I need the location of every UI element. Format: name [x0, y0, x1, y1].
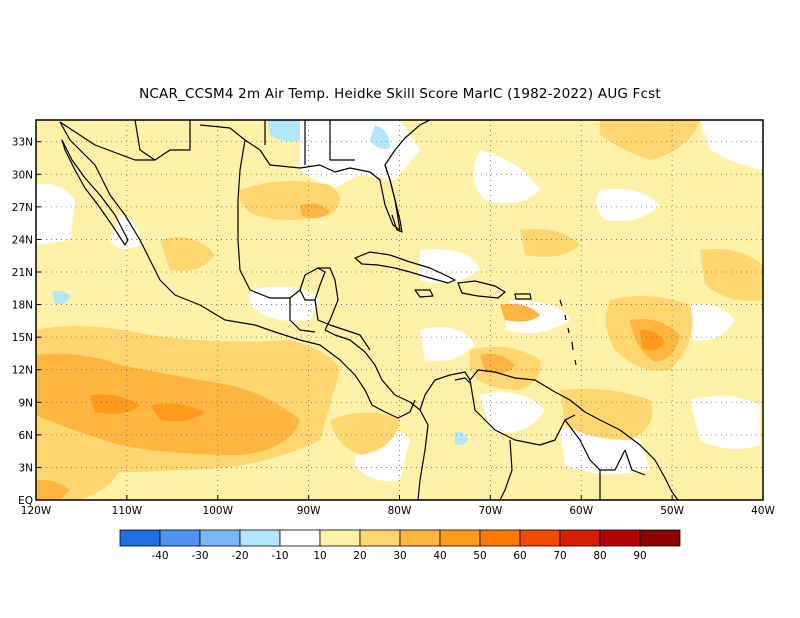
colorbar-swatch [159, 529, 201, 547]
lat-label: 21N [12, 267, 33, 279]
lon-label: 60W [569, 505, 593, 517]
lon-label: 80W [388, 505, 412, 517]
colorbar-swatch [479, 529, 521, 547]
lat-label: 9N [18, 397, 33, 409]
lat-label: 33N [12, 137, 33, 149]
lon-label: 50W [660, 505, 684, 517]
colorbar-label: -40 [151, 550, 168, 562]
longitude-labels: 120W 110W 100W 90W 80W 70W 60W 50W 40W [21, 495, 775, 517]
colorbar-label: 30 [393, 550, 406, 562]
lat-label: EQ [18, 495, 33, 507]
colorbar-label: 10 [313, 550, 326, 562]
lat-label: 27N [12, 202, 33, 214]
colorbar-label: 70 [553, 550, 566, 562]
colorbar-label: 40 [433, 550, 446, 562]
map-title: NCAR_CCSM4 2m Air Temp. Heidke Skill Sco… [139, 86, 661, 102]
colorbar-swatch [599, 529, 641, 547]
lon-label: 90W [297, 505, 321, 517]
colorbar-swatch [119, 529, 161, 547]
lat-label: 30N [12, 169, 33, 181]
colorbar-label: 60 [513, 550, 526, 562]
colorbar-label: -10 [271, 550, 288, 562]
lon-label: 120W [21, 505, 52, 517]
colorbar-swatch [359, 529, 401, 547]
colorbar-swatch [399, 529, 441, 547]
colorbar-swatch [319, 529, 361, 547]
colorbar-swatch [239, 529, 281, 547]
lon-label: 110W [112, 505, 143, 517]
colorbar-swatch [279, 529, 321, 547]
coastline-layer [59, 119, 679, 501]
colorbar-label: 90 [633, 550, 646, 562]
lon-label: 70W [479, 505, 503, 517]
colorbar-swatch [439, 529, 481, 547]
lat-label: 15N [12, 332, 33, 344]
lat-label: 24N [12, 234, 33, 246]
colorbar-swatch [519, 529, 561, 547]
colorbar-label: -20 [231, 550, 248, 562]
lat-label: 3N [18, 462, 33, 474]
colorbar: -40 -30 -20 -10 10 20 30 40 50 60 70 80 90 [119, 529, 681, 562]
lat-label: 12N [12, 365, 33, 377]
lat-label: 6N [18, 430, 33, 442]
colorbar-label: 50 [473, 550, 486, 562]
colorbar-swatch [199, 529, 241, 547]
colorbar-swatch [639, 529, 681, 547]
colorbar-label: 20 [353, 550, 366, 562]
lon-label: 40W [751, 505, 775, 517]
colorbar-label: 80 [593, 550, 606, 562]
latitude-labels: 33N 30N 27N 24N 21N 18N 15N 12N 9N 6N 3N EQ [12, 137, 41, 507]
colorbar-swatch [559, 529, 601, 547]
colorbar-label: -30 [191, 550, 208, 562]
lon-label: 100W [203, 505, 234, 517]
lat-label: 18N [12, 300, 33, 312]
map-gridlines [36, 120, 763, 500]
